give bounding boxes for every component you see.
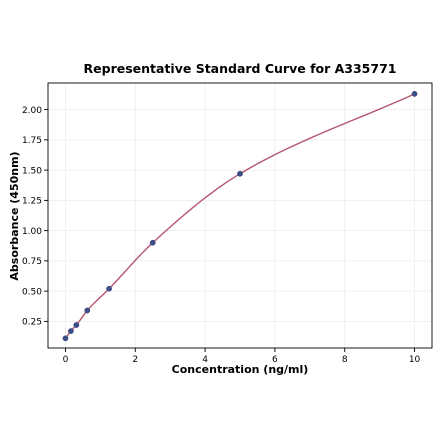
data-point	[84, 307, 91, 314]
y-tick-label: 1.50	[22, 166, 42, 176]
y-axis-label: Absorbance (450nm)	[8, 151, 21, 280]
data-point	[411, 91, 418, 97]
y-tick-label: 1.75	[22, 136, 42, 146]
data-point	[237, 170, 243, 177]
data-point	[62, 335, 69, 342]
grid-layer	[48, 83, 432, 348]
data-point	[149, 239, 156, 246]
x-tick-label: 0	[63, 355, 69, 365]
x-tick-label: 2	[132, 355, 138, 365]
data-point	[73, 322, 80, 328]
y-tick-label: 2.00	[22, 106, 42, 116]
y-tick-label: 1.00	[22, 227, 42, 237]
y-tick-label: 1.25	[22, 197, 42, 207]
x-axis-label: Concentration (ng/ml)	[172, 363, 309, 376]
fit-curve-layer	[64, 93, 415, 339]
data-points-layer	[62, 91, 418, 342]
tick-layer: 0 2 4 6 8 10 0.25 0.50 0.75 1.00 1.25 1.50 1.75 2.00	[22, 106, 421, 365]
data-point	[68, 328, 74, 334]
data-point	[106, 285, 112, 292]
x-tick-label: 10	[409, 355, 421, 365]
y-tick-label: 0.50	[22, 287, 42, 297]
y-tick-label: 0.75	[22, 257, 42, 267]
y-tick-label: 0.25	[22, 318, 42, 328]
x-tick-label: 4	[202, 355, 208, 365]
fit-curve	[64, 93, 415, 339]
x-tick-label: 8	[342, 355, 348, 365]
x-tick-label: 6	[272, 355, 278, 365]
chart-title: Representative Standard Curve for A33577…	[84, 61, 397, 76]
plot-frame	[47, 82, 433, 349]
